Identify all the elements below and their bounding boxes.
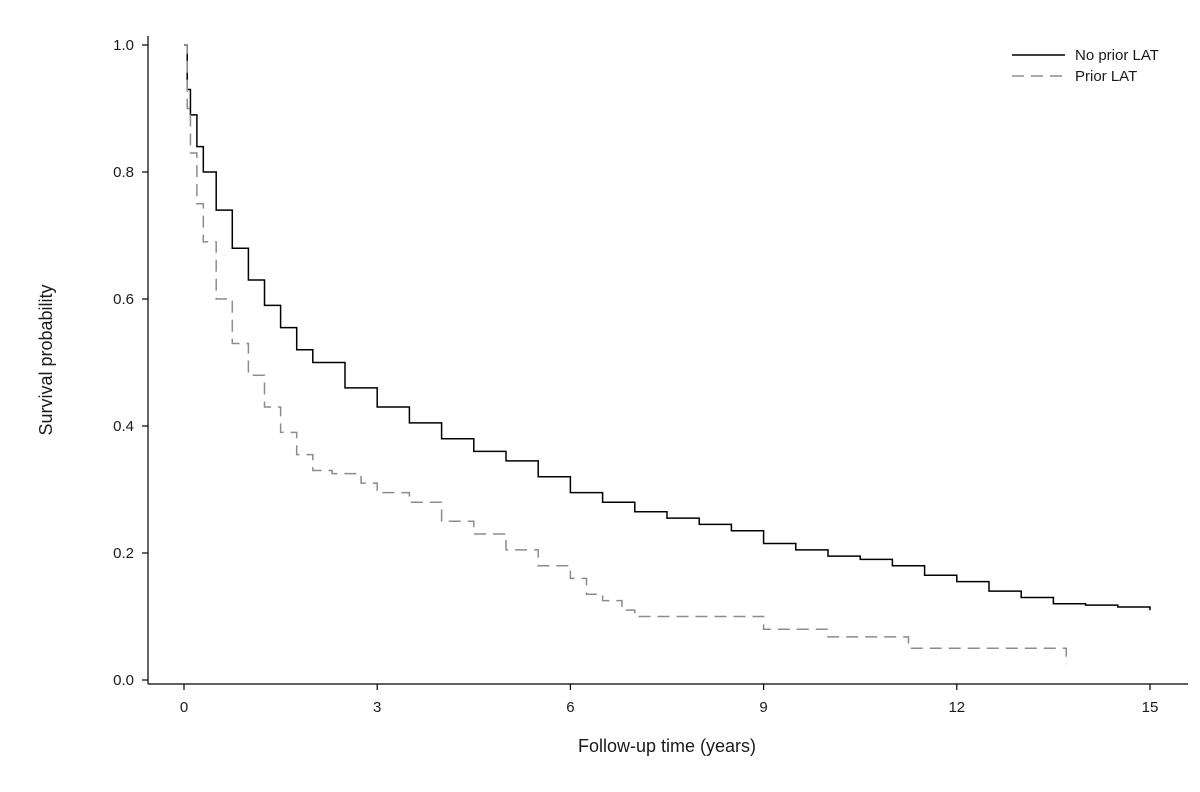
y-axis-ticks: 0.0 0.2 0.4 0.6 0.8 1.0	[113, 37, 148, 689]
x-tick-label: 6	[566, 699, 574, 716]
y-tick-label: 0.0	[113, 672, 134, 689]
y-tick-label: 0.6	[113, 291, 134, 308]
x-axis-ticks: 0 3 6 9 12 15	[180, 684, 1159, 716]
legend-label-prior-lat: Prior LAT	[1075, 68, 1137, 85]
series-line-prior-lat	[184, 44, 1068, 665]
y-tick-label: 1.0	[113, 37, 134, 54]
series-line-no-prior-lat	[184, 44, 1151, 611]
x-tick-label: 0	[180, 699, 188, 716]
x-tick-label: 15	[1142, 699, 1159, 716]
y-tick-label: 0.8	[113, 164, 134, 181]
legend: No prior LAT Prior LAT	[1012, 47, 1159, 85]
x-tick-label: 12	[948, 699, 965, 716]
y-tick-label: 0.4	[113, 418, 134, 435]
series-lines	[184, 44, 1151, 665]
legend-label-no-prior-lat: No prior LAT	[1075, 47, 1159, 64]
y-tick-label: 0.2	[113, 545, 134, 562]
x-axis-title: Follow-up time (years)	[578, 736, 756, 756]
y-axis-title: Survival probability	[36, 284, 56, 435]
x-tick-label: 9	[759, 699, 767, 716]
x-tick-label: 3	[373, 699, 381, 716]
